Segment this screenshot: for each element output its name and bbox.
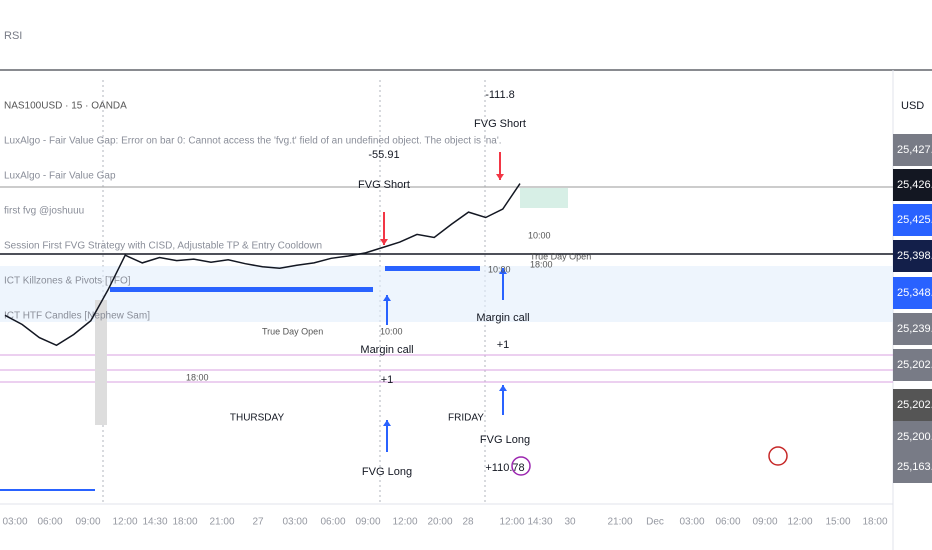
level-label: True Day Open	[262, 326, 323, 336]
time-label: 03:00	[282, 517, 307, 528]
level-label: 10:00	[528, 230, 551, 240]
indicator-name: LuxAlgo - Fair Value Gap	[4, 171, 116, 182]
time-label: 12:00	[392, 517, 417, 528]
price-label: 25,163.7	[897, 461, 932, 473]
price-label: 25,348.2	[897, 287, 932, 299]
time-label: 20:00	[427, 517, 452, 528]
time-label: 27	[252, 517, 264, 528]
time-label: 21:00	[607, 517, 632, 528]
price-label-bg	[893, 313, 932, 345]
indicator-name: first fvg @joshuuu	[4, 206, 84, 217]
level-label: True Day Open	[530, 251, 591, 261]
symbol: NAS100USD · 15 · OANDA	[4, 101, 127, 112]
day-label: THURSDAY	[230, 413, 285, 424]
price-label: 25,202.6	[897, 359, 932, 371]
currency: USD	[901, 100, 924, 112]
price-label: 25,427.9	[897, 144, 932, 156]
time-label: 14:30	[527, 517, 552, 528]
time-label: 12:00	[112, 517, 137, 528]
range-box	[95, 300, 107, 425]
time-label: 09:00	[355, 517, 380, 528]
time-label: 09:00	[75, 517, 100, 528]
trade-label: FVG Long	[480, 434, 530, 446]
trade-label: FVG Long	[362, 466, 412, 478]
time-label: 18:00	[172, 517, 197, 528]
price-label-bg	[893, 389, 932, 421]
arrow-head	[499, 385, 507, 391]
level-label: 10:00	[488, 264, 511, 274]
fvg-bar	[110, 287, 373, 292]
trade-qty: +1	[381, 374, 394, 386]
time-label: 28	[462, 517, 474, 528]
fvg-box	[520, 188, 568, 208]
price-label: 25,425.2	[897, 214, 932, 226]
fvg-bar	[385, 266, 480, 271]
time-label: 06:00	[715, 517, 740, 528]
time-label: Dec	[646, 517, 664, 528]
day-label: FRIDAY	[448, 413, 484, 424]
trade-qty: +1	[497, 339, 510, 351]
price-line	[4, 183, 521, 347]
time-label: 12:00	[499, 517, 524, 528]
trade-pnl: -55.91	[368, 149, 399, 161]
event-icon[interactable]	[511, 456, 531, 476]
zone	[0, 266, 893, 322]
price-label-bg	[893, 451, 932, 483]
price-label-bg	[893, 349, 932, 381]
price-label-bg	[893, 421, 932, 453]
level-label: 18:00	[530, 259, 553, 269]
price-label: 25,202.5	[897, 399, 932, 411]
indicator-name: LuxAlgo - Fair Value Gap: Error on bar 0…	[4, 136, 502, 147]
indicator-name: Session First FVG Strategy with CISD, Ad…	[4, 241, 322, 252]
trade-label: Margin call	[476, 312, 529, 324]
arrow-head	[496, 174, 504, 180]
price-label-bg	[893, 169, 932, 201]
arrow-head	[383, 295, 391, 301]
time-label: 09:00	[752, 517, 777, 528]
level-label: 10:00	[380, 326, 403, 336]
time-label: 03:00	[2, 517, 27, 528]
price-label: 25,398.0	[897, 250, 932, 262]
trade-pnl: -111.8	[485, 89, 515, 101]
arrow-head	[380, 239, 388, 245]
price-label: 25,200.6	[897, 431, 932, 443]
event-icon[interactable]	[768, 446, 788, 466]
trade-label: Margin call	[360, 344, 413, 356]
time-label: 15:00	[825, 517, 850, 528]
time-label: 12:00	[787, 517, 812, 528]
time-label: 18:00	[862, 517, 887, 528]
trade-pnl: +110.78	[485, 462, 524, 474]
arrow-head	[383, 420, 391, 426]
indicator-name: ICT HTF Candles [Nephew Sam]	[4, 311, 150, 322]
price-label-bg	[893, 134, 932, 166]
price-label-bg	[893, 277, 932, 309]
trade-label: FVG Short	[474, 118, 526, 130]
time-label: 03:00	[679, 517, 704, 528]
level-label: 18:00	[186, 372, 209, 382]
pane-label: RSI	[4, 30, 22, 42]
arrow-head	[499, 268, 507, 274]
price-label: 25,239.2	[897, 323, 932, 335]
time-label: 21:00	[209, 517, 234, 528]
time-label: 30	[564, 517, 576, 528]
price-label: 25,426.2	[897, 179, 932, 191]
time-label: 06:00	[37, 517, 62, 528]
price-label-bg	[893, 204, 932, 236]
time-label: 14:30	[142, 517, 167, 528]
trade-label: FVG Short	[358, 179, 410, 191]
indicator-name: ICT Killzones & Pivots [TFO]	[4, 276, 131, 287]
time-label: 06:00	[320, 517, 345, 528]
price-label-bg	[893, 240, 932, 272]
